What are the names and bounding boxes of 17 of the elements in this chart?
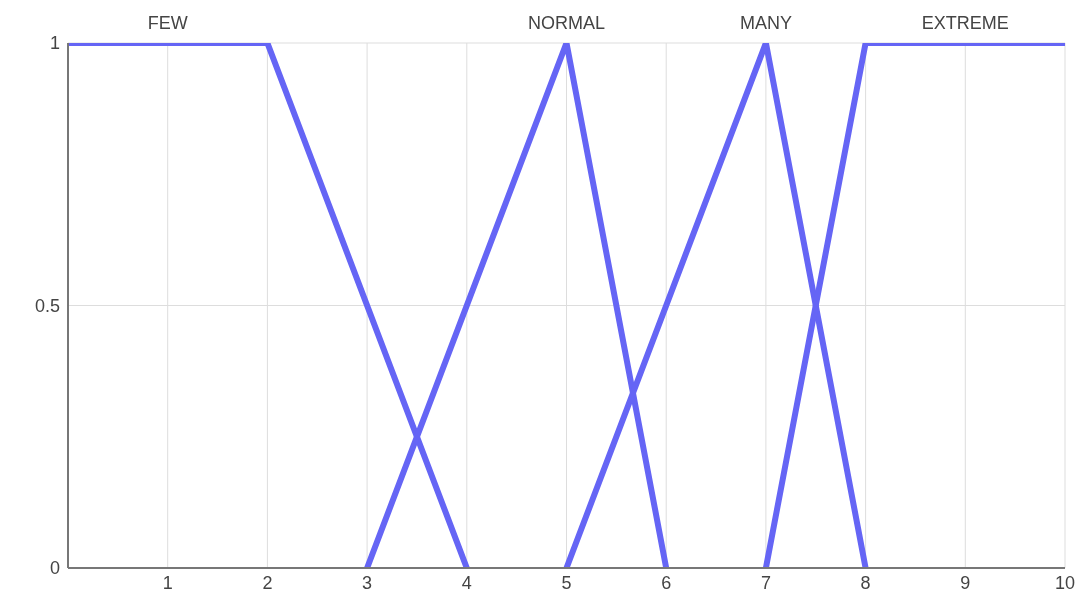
series-label: EXTREME: [921, 13, 1009, 33]
series-label: MANY: [739, 13, 792, 33]
x-tick-label: 2: [262, 572, 273, 593]
x-tick-label: 10: [1054, 572, 1076, 593]
x-tick-label: 6: [661, 572, 672, 593]
series-label: NORMAL: [527, 13, 606, 33]
y-tick-label: 1: [49, 33, 60, 54]
x-tick-label: 8: [860, 572, 871, 593]
x-tick-label: 1: [162, 572, 173, 593]
series-label: FEW: [147, 13, 188, 33]
y-tick-label: 0.5: [34, 295, 60, 316]
x-tick-label: 3: [362, 572, 373, 593]
x-tick-label: 7: [760, 572, 771, 593]
x-tick-label: 4: [461, 572, 472, 593]
y-tick-label: 0: [49, 558, 60, 579]
x-tick-label: 9: [960, 572, 971, 593]
x-tick-label: 5: [561, 572, 572, 593]
